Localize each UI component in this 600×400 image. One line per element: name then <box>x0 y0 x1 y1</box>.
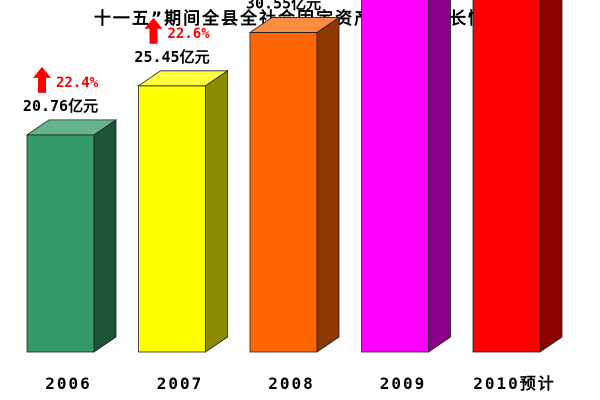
value-label: 25.45亿元 <box>134 48 209 66</box>
bar <box>138 85 206 353</box>
bar-side-face <box>428 0 451 353</box>
up-arrow-icon <box>33 66 51 93</box>
up-arrow-icon <box>144 17 163 44</box>
bar-side-face <box>539 0 563 353</box>
category-label: 2007 <box>157 374 204 393</box>
category-label: 2008 <box>268 374 315 393</box>
category-label: 2009 <box>380 374 427 393</box>
category-label: 2010预计 <box>473 374 556 393</box>
bar <box>26 134 95 353</box>
bar <box>361 0 429 353</box>
bar-group: 20.76亿元 22.4% 2006 <box>23 66 118 393</box>
bar <box>249 32 318 353</box>
bar-group: 25.45亿元 22.6% 2007 <box>134 17 229 393</box>
growth-label: 22.6% <box>168 26 211 42</box>
bar-side-face <box>93 119 117 353</box>
growth-label: 22.4% <box>56 75 99 91</box>
bar <box>472 0 541 353</box>
bar-side-face <box>316 16 340 353</box>
bar-side-face <box>205 70 228 353</box>
bar-group: 44.44亿元20.0%2010预计 <box>472 0 563 393</box>
value-label: 20.76亿元 <box>23 97 98 115</box>
category-label: 2006 <box>45 374 92 393</box>
bar-group: 37.04亿元21.02%2009 <box>361 0 451 393</box>
value-label: 30.55亿元 <box>246 0 321 12</box>
